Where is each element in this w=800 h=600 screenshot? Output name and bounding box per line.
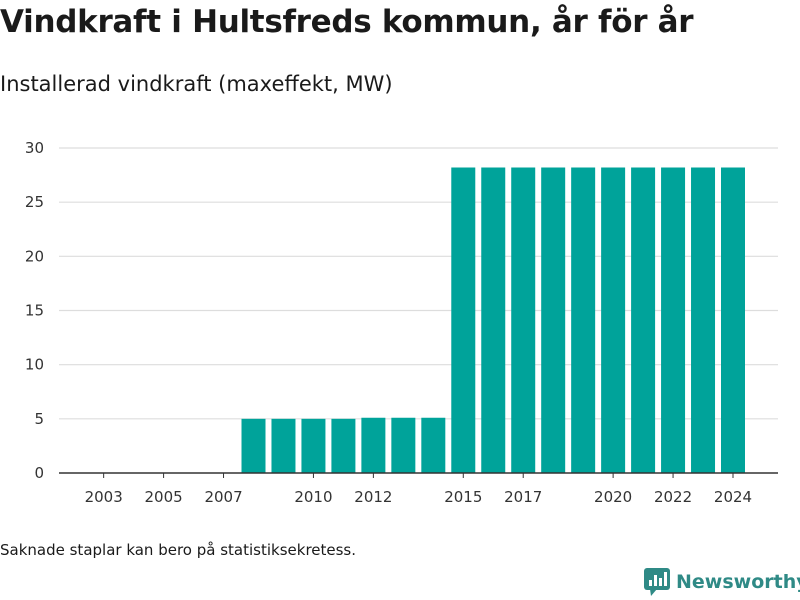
y-tick-label: 5 (34, 410, 44, 428)
bar (661, 167, 686, 473)
bar (571, 167, 596, 473)
bar (241, 418, 266, 473)
bar (481, 167, 506, 473)
y-axis-tick-labels: 0 5 10 15 20 25 30 (25, 139, 44, 482)
y-tick-label: 0 (34, 464, 44, 482)
y-tick-label: 30 (25, 139, 44, 157)
newsworthy-brand[interactable]: Newsworthy (644, 568, 800, 596)
y-gridlines (59, 147, 778, 420)
bar-chart: 0 5 10 15 20 25 30 2003 2005 2007 2010 2012 2015 201… (25, 139, 778, 506)
bar (721, 167, 745, 473)
chart-title: Vindkraft i Hultsfreds kommun, år för år (0, 4, 694, 40)
bar (421, 417, 446, 473)
x-tick-label: 2020 (594, 488, 632, 506)
bar (601, 167, 626, 473)
brand-name: Newsworthy (676, 571, 800, 593)
bar (391, 417, 416, 473)
bars (241, 167, 745, 473)
x-tick-label: 2015 (444, 488, 482, 506)
x-tick-label: 2012 (354, 488, 392, 506)
x-tick-label: 2010 (294, 488, 332, 506)
bar (691, 167, 716, 473)
x-tick-label: 2005 (145, 488, 183, 506)
x-axis-ticks (103, 473, 734, 478)
bar (361, 417, 386, 473)
bar (271, 418, 296, 473)
footnote: Saknade staplar kan bero på statistiksek… (0, 541, 357, 559)
bar (541, 167, 566, 473)
bar (451, 167, 476, 473)
x-tick-label: 2003 (85, 488, 123, 506)
y-tick-label: 10 (25, 356, 44, 374)
newsworthy-logo-icon (644, 568, 670, 596)
bar (511, 167, 536, 473)
bar (331, 418, 356, 473)
x-tick-label: 2017 (504, 488, 542, 506)
bar (631, 167, 656, 473)
x-tick-label: 2022 (654, 488, 692, 506)
x-tick-label: 2007 (204, 488, 242, 506)
x-tick-label: 2024 (714, 488, 752, 506)
y-tick-label: 20 (25, 247, 44, 265)
chart-subtitle: Installerad vindkraft (maxeffekt, MW) (0, 72, 393, 96)
x-axis-tick-labels: 2003 2005 2007 2010 2012 2015 2017 2020 2022 2024 (85, 488, 753, 506)
y-tick-label: 15 (25, 302, 44, 320)
bar (301, 418, 326, 473)
y-tick-label: 25 (25, 193, 44, 211)
